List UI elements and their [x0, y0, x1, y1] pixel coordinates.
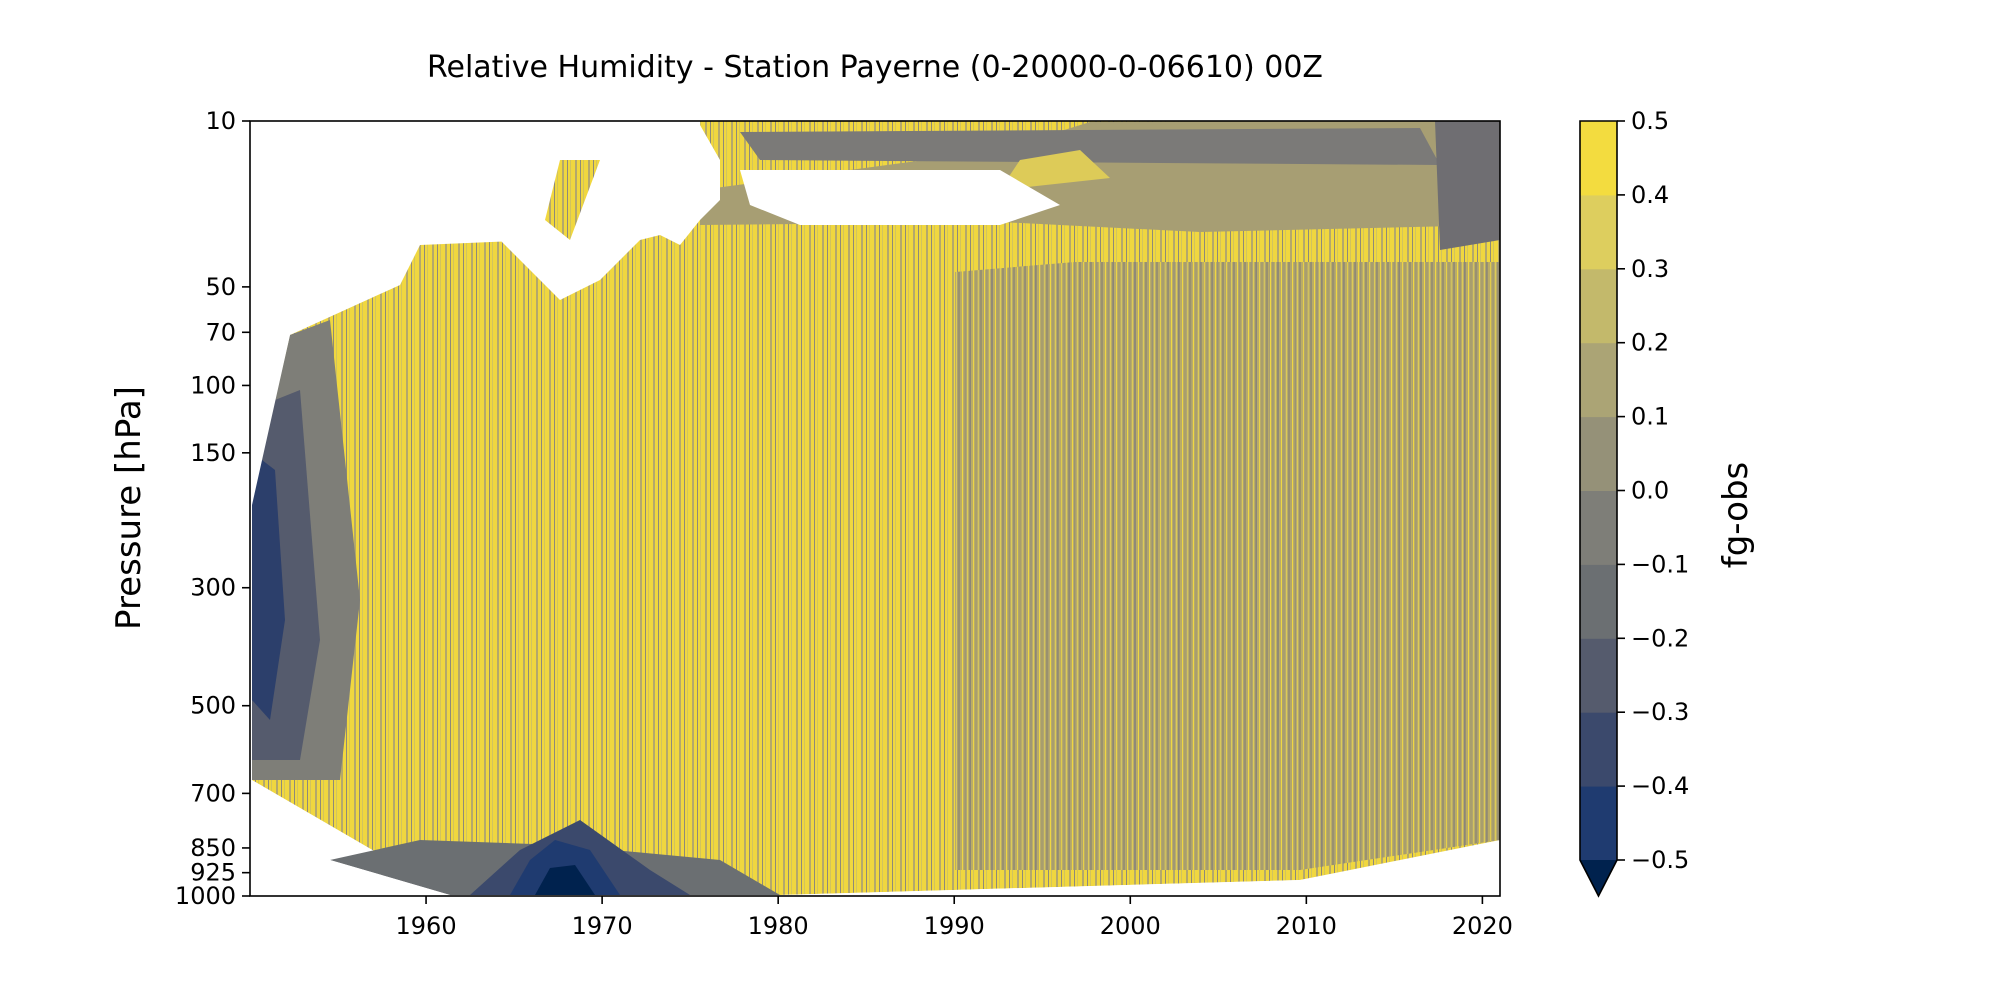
colorbar-tick-label: 0.5 — [1631, 107, 1669, 135]
colorbar-tick-label: 0.2 — [1631, 329, 1669, 357]
empty-upper-left — [251, 122, 370, 505]
y-tick-label: 70 — [205, 318, 236, 346]
x-tick-label: 1970 — [572, 912, 633, 940]
contour-west-flank-3 — [252, 460, 285, 720]
contour-upper-band-bright — [1000, 150, 1110, 190]
colorbar-outline — [1579, 120, 1618, 898]
colorbar-tick-label: −0.1 — [1631, 550, 1689, 578]
colorbar-segment — [1580, 564, 1617, 639]
x-tick-label: 2000 — [1100, 912, 1161, 940]
colorbar-tick-label: −0.5 — [1631, 846, 1689, 874]
x-axis: 1960 1970 1980 1990 2000 2010 2020 — [396, 896, 1513, 940]
colorbar-segment — [1580, 786, 1617, 861]
y-tick-label: 1000 — [175, 882, 236, 910]
colorbar-extend-arrow — [1580, 860, 1617, 896]
colorbar-segment — [1580, 194, 1617, 270]
colorbar-segment — [1580, 268, 1617, 344]
empty-lower-right — [780, 842, 1499, 895]
y-tick-label: 300 — [190, 574, 236, 602]
x-tick-label: 1990 — [924, 912, 985, 940]
chart-title: Relative Humidity - Station Payerne (0-2… — [427, 50, 1323, 85]
colorbar-segment — [1580, 121, 1617, 196]
colorbar-segment — [1580, 416, 1617, 491]
x-tick-label: 2010 — [1276, 912, 1337, 940]
colorbar-tick-label: −0.2 — [1631, 624, 1689, 652]
colorbar-segment — [1580, 490, 1617, 565]
y-tick-label: 500 — [190, 692, 236, 720]
contour-lower-4 — [535, 865, 595, 895]
x-tick-label: 1960 — [396, 912, 457, 940]
y-tick-label: 100 — [190, 371, 236, 399]
colorbar-segment — [1580, 712, 1617, 787]
empty-lower-left — [251, 782, 450, 895]
plot-area — [252, 121, 1500, 895]
colorbar-segment — [1580, 342, 1617, 418]
missing-data-region — [380, 125, 720, 300]
y-tick-label: 700 — [190, 779, 236, 807]
colorbar: 0.5 0.4 0.3 0.2 0.1 0.0 −0.1 −0.2 −0.3 −0.4 −0.5 — [1579, 107, 1689, 898]
colorbar-tick-label: 0.0 — [1631, 477, 1669, 505]
x-tick-label: 2020 — [1452, 912, 1513, 940]
colorbar-segment — [1580, 638, 1617, 713]
contour-field-late — [955, 262, 1500, 870]
colorbar-tick-label: 0.3 — [1631, 255, 1669, 283]
colorbar-tick-label: −0.4 — [1631, 772, 1689, 800]
colorbar-tick-label: 0.1 — [1631, 403, 1669, 431]
x-tick-label: 1980 — [748, 912, 809, 940]
missing-data-region-2 — [740, 170, 1060, 225]
colorbar-tick-label: −0.3 — [1631, 698, 1689, 726]
y-tick-label: 850 — [190, 834, 236, 862]
y-axis-label: Pressure [hPa] — [109, 386, 149, 630]
y-tick-label: 925 — [190, 859, 236, 887]
y-tick-label: 150 — [190, 439, 236, 467]
contour-right-edge — [1435, 121, 1500, 250]
y-tick-label: 50 — [205, 273, 236, 301]
contour-upper-band-dark — [740, 128, 1440, 165]
colorbar-label: fg-obs — [1716, 462, 1756, 569]
colorbar-tick-label: 0.4 — [1631, 181, 1669, 209]
plot-frame — [249, 120, 1501, 897]
y-tick-label: 10 — [205, 107, 236, 135]
